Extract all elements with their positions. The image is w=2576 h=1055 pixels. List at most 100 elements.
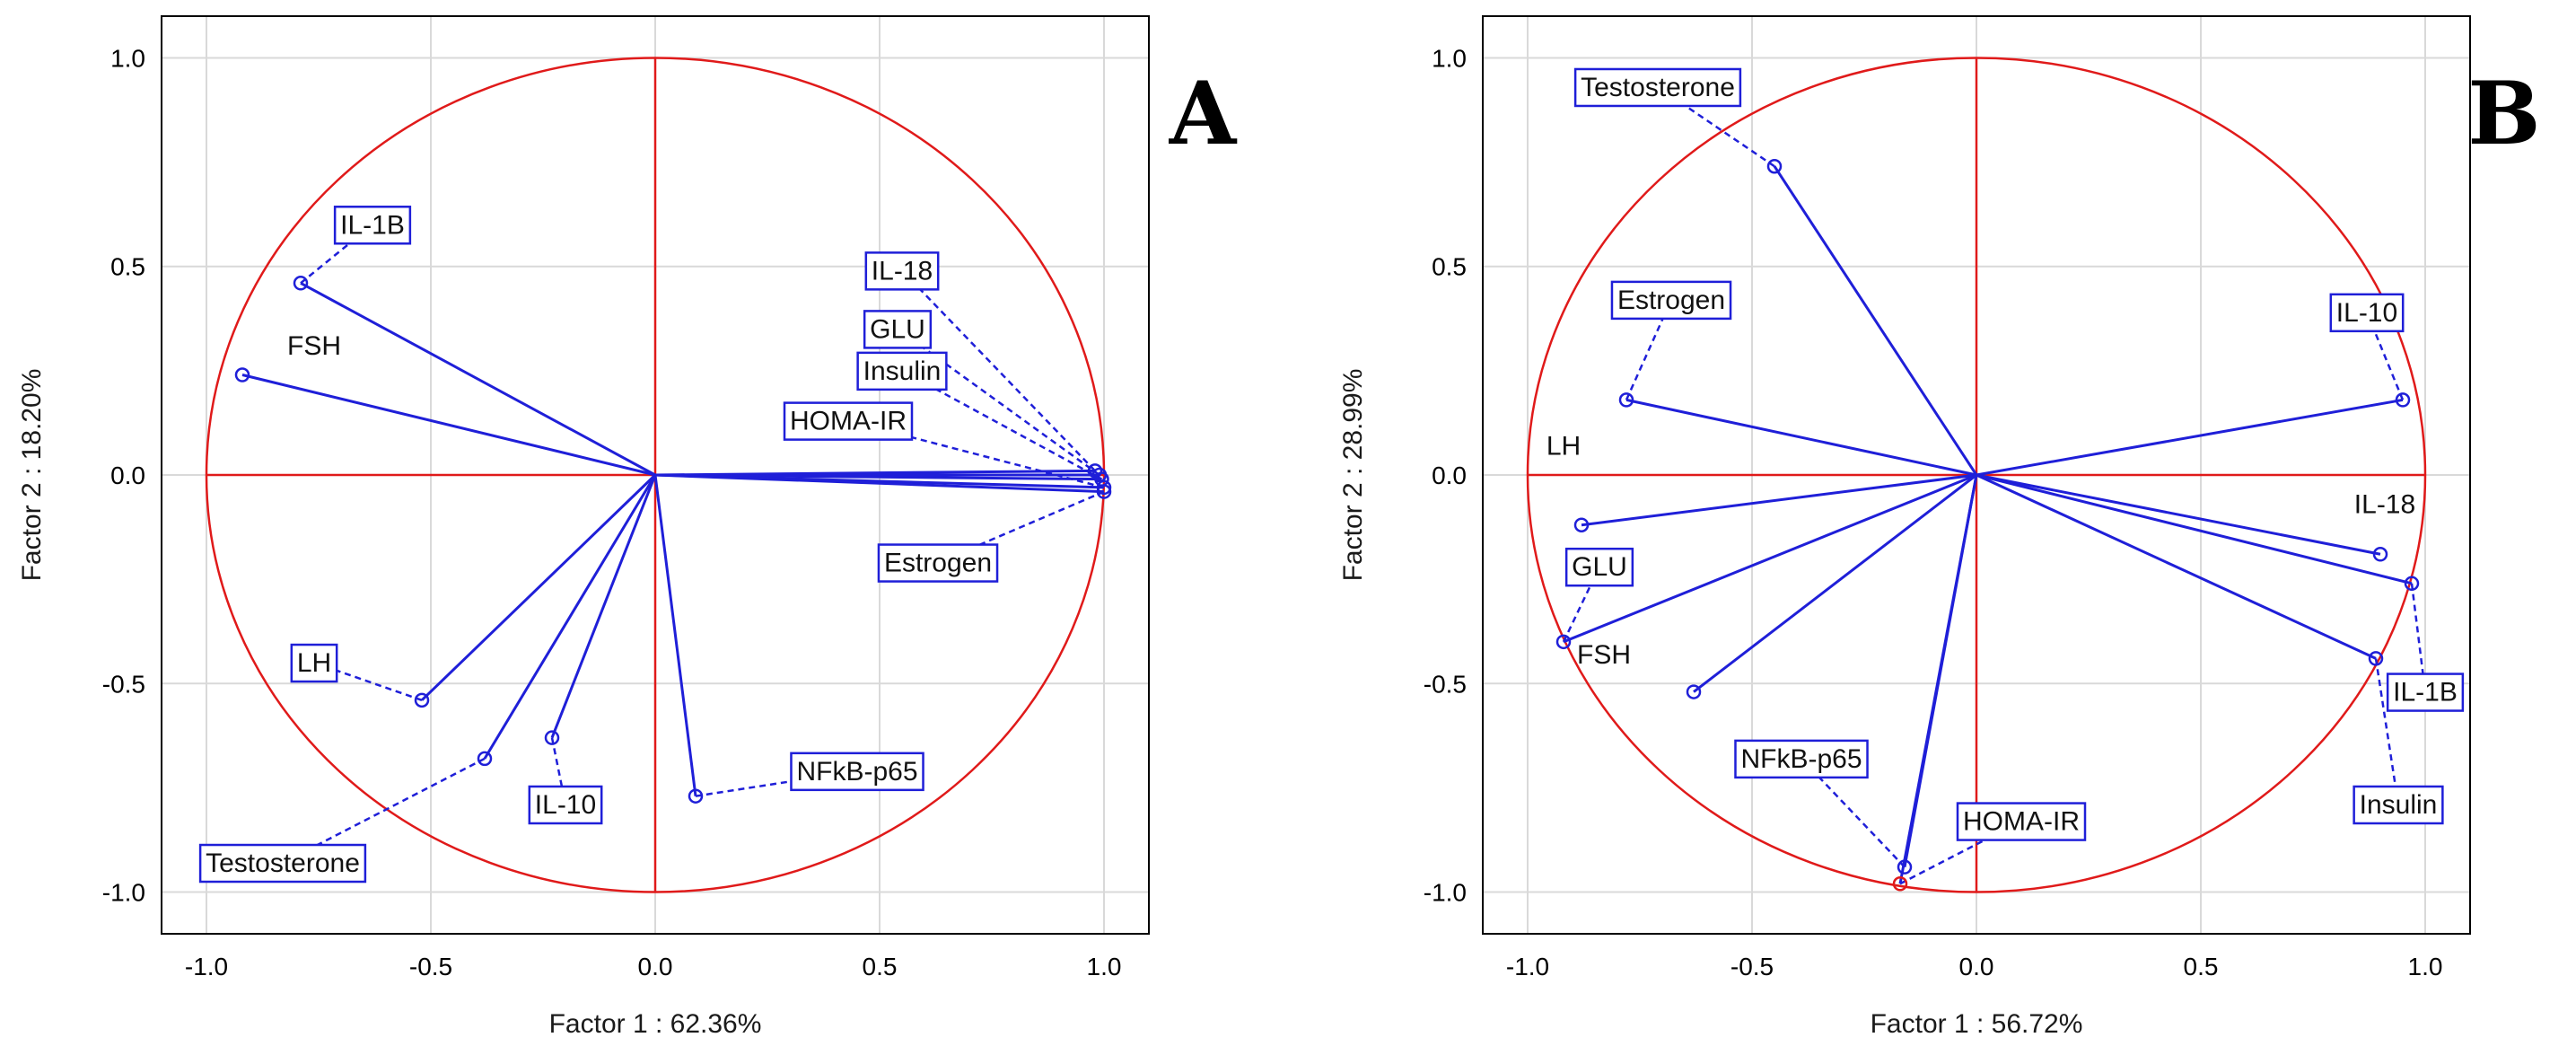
panel-a-leader-glu (897, 328, 1100, 477)
panel-a-point-nfkb-p65 (688, 788, 704, 804)
panel-a-vector-il-10 (550, 474, 657, 739)
panel-b-vector-insulin (1976, 473, 2377, 660)
panel-b-marks (1526, 57, 2427, 893)
panel-a-marks (205, 57, 1112, 893)
panel-b-vector-il-1b (1976, 473, 2413, 585)
panel-b-y-tick: -1.0 (1424, 879, 1467, 907)
panel-a-leader-testosterone (282, 757, 486, 865)
panel-b-label-box-homa-ir (1956, 802, 2087, 841)
panel-b-y-axis-title: Factor 2 : 28.99% (1338, 369, 1368, 582)
panel-a-vector-lh (420, 473, 657, 701)
panel-a-leader-nfkb-p65 (695, 769, 858, 797)
panel-a-label-glu: GLU (870, 314, 925, 344)
panel-a-point-il-1b (293, 276, 309, 291)
panel-a-label-box-il-18 (864, 251, 940, 291)
panel-b-point-il-10 (2395, 392, 2411, 408)
panel-b-label-il-1b: IL-1B (2393, 678, 2458, 708)
panel-b-point-il-18 (2372, 547, 2388, 562)
panel-b-point-homa-ir (1892, 876, 1908, 892)
panel-b-y-ticks: -1.0 -0.5 0.0 0.5 1.0 (1424, 44, 1467, 906)
panel-a-label-box-homa-ir (783, 401, 914, 441)
panel-a-vector-testosterone (483, 474, 657, 760)
panel-b-point-fsh (1686, 684, 1702, 699)
panel-a-label-lh: LH (297, 648, 331, 678)
panel-a-label-box-glu (863, 310, 933, 349)
panel-a-label-box-il-10 (528, 785, 603, 825)
panel-b-label-box-estrogen (1610, 280, 1732, 321)
panel-b-x-tick: -0.5 (1730, 953, 1774, 980)
panel-a-label-box-insulin (856, 351, 948, 391)
panel-b-leader-insulin (2374, 658, 2400, 805)
panel-b-leader-testosterone (1657, 85, 1775, 168)
panel-a-label-box-testosterone (198, 843, 367, 884)
panel-b-point-lh (1573, 517, 1590, 532)
panel-b-label-box-il-10 (2329, 293, 2405, 333)
panel-b-labels: Testosterone Estrogen IL-10 LH IL-18 GLU FSH IL… (1546, 67, 2465, 841)
panel-b-point-testosterone (1766, 158, 1783, 174)
panel-a-x-axis-title: Factor 1 : 62.36% (549, 1009, 762, 1039)
panel-b-vector-homa-ir (1898, 474, 1978, 884)
panel-a-leader-lh (313, 661, 423, 702)
panel-a-point-homa-ir (1096, 479, 1112, 496)
panel-b-vector-fsh (1693, 473, 1977, 693)
panel-a-letter: A (1169, 63, 1238, 164)
panel-b-x-tick: 0.0 (1959, 953, 1994, 980)
panel-b-x-tick: 1.0 (2408, 953, 2443, 980)
panel-b-label-lh: LH (1546, 431, 1581, 461)
panel-a-x-tick: -1.0 (185, 953, 228, 980)
panel-a-point-lh (414, 692, 430, 708)
panel-a-label-il-18: IL-18 (872, 256, 933, 286)
panel-b-point-estrogen (1618, 392, 1634, 408)
panel-a-frame (161, 15, 1150, 935)
panel-b-label-il-10: IL-10 (2336, 298, 2397, 328)
panel-a-label-testosterone: Testosterone (206, 848, 360, 878)
panel-a-point-il-10 (544, 730, 560, 745)
panel-b-letter: B (2467, 63, 2540, 164)
panel-a-leader-estrogen (937, 490, 1105, 564)
panel-a-label-il-1b: IL-1B (340, 210, 405, 240)
panel-a-y-tick: -1.0 (102, 879, 145, 907)
panel-b-vector-glu (1563, 473, 1977, 644)
panel-a-leader-il-18 (901, 269, 1096, 472)
panel-b-vector-estrogen (1625, 398, 1977, 477)
panel-b-label-estrogen: Estrogen (1617, 286, 1725, 315)
panel-a-vector-insulin (654, 473, 1102, 481)
panel-b-x-ticks: -1.0 -0.5 0.0 0.5 1.0 (1506, 953, 2443, 980)
panel-a-y-ticks: -1.0 -0.5 0.0 0.5 1.0 (102, 44, 145, 906)
panel-b-label-box-testosterone (1573, 67, 1742, 108)
panel-b-point-insulin (2368, 651, 2384, 666)
panel-b-label-box-il-1b (2386, 673, 2465, 712)
panel-a-label-box-il-1b (333, 206, 412, 245)
panel-a-label-insulin: Insulin (863, 356, 942, 386)
panel-a-x-tick: 0.0 (638, 953, 673, 980)
panel-b-x-tick: 0.5 (2184, 953, 2219, 980)
panel-a-point-fsh (234, 367, 250, 382)
panel-b-plot: -1.0 -0.5 0.0 0.5 1.0 -1.0 -0.5 0.0 0.5 … (1338, 15, 2541, 1039)
panel-b-label-nfkb-p65: NFkB-p65 (1740, 744, 1862, 774)
panel-a-point-testosterone (477, 751, 493, 767)
panel-a-y-tick: 0.0 (110, 462, 145, 489)
panel-a-plot: -1.0 -0.5 0.0 0.5 1.0 -1.0 -0.5 0.0 0.5 … (17, 15, 1238, 1039)
panel-b-x-axis-title: Factor 1 : 56.72% (1871, 1009, 2083, 1039)
panel-a-label-il-10: IL-10 (535, 790, 596, 820)
panel-a-vector-il-1b (300, 281, 656, 477)
panel-a-labels: IL-1B FSH IL-18 GLU Insulin HOMA-IR Estrogen LH… (198, 206, 999, 884)
panel-b-vector-lh (1581, 473, 1977, 527)
panel-b-label-box-nfkb-p65 (1734, 739, 1869, 779)
panel-a-vector-fsh (241, 374, 656, 477)
panel-b-label-homa-ir: HOMA-IR (1963, 807, 2080, 837)
panel-b-point-il-1b (2404, 576, 2420, 592)
panel-b-label-insulin: Insulin (2360, 790, 2438, 820)
panel-a-label-box-lh (290, 643, 338, 683)
panel-a-vector-estrogen (654, 473, 1105, 494)
panel-a-label-estrogen: Estrogen (884, 549, 992, 578)
panel-a-y-tick: 1.0 (110, 44, 145, 72)
panel-b-vector-il-18 (1976, 473, 2381, 556)
panel-a-x-ticks: -1.0 -0.5 0.0 0.5 1.0 (185, 953, 1122, 980)
panel-b-x-tick: -1.0 (1506, 953, 1549, 980)
panel-b-y-tick: 1.0 (1432, 44, 1467, 72)
panel-a-x-tick: -0.5 (409, 953, 452, 980)
panel-b-y-tick: 0.0 (1432, 462, 1467, 489)
panel-b-y-tick: 0.5 (1432, 253, 1467, 281)
